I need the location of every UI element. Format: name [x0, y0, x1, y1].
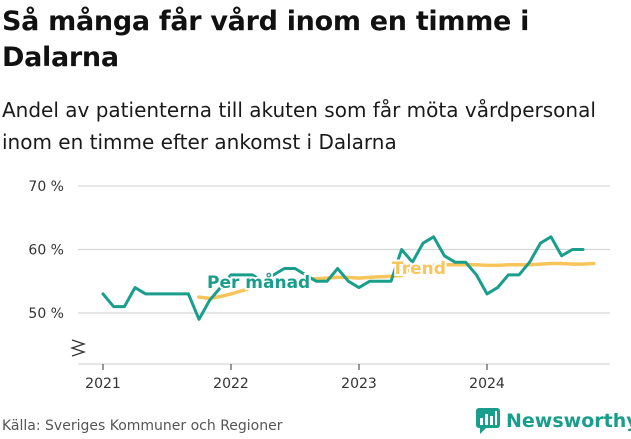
newsworthy-logo: Newsworthy	[476, 408, 631, 434]
axis-break-icon	[69, 339, 87, 357]
series-label-per-manad: Per månad	[207, 271, 310, 293]
x-tick-label: 2023	[341, 376, 377, 390]
y-tick-label: 50 %	[28, 306, 64, 322]
chart-title: Så många får vård inom en timme i Dalarn…	[2, 6, 530, 73]
y-tick-label: 60 %	[28, 243, 64, 259]
x-tick-label: 2022	[213, 376, 249, 390]
monthly-line	[101, 235, 585, 321]
series-label-trend: Trend	[392, 259, 446, 279]
chart-subtitle: Andel av patienterna till akuten som får…	[2, 98, 596, 154]
source-note: Källa: Sveriges Kommuner och Regioner	[2, 418, 283, 434]
brand-name: Newsworthy	[506, 410, 631, 432]
bar-chart-logo-icon	[476, 408, 500, 434]
line-chart: 50 % 60 % 70 % 2021 2022 2023 2024 Per månad Tre…	[28, 179, 610, 390]
y-tick-label: 70 %	[28, 179, 64, 195]
x-tick-label: 2024	[469, 376, 505, 390]
x-tick-label: 2021	[85, 376, 121, 390]
